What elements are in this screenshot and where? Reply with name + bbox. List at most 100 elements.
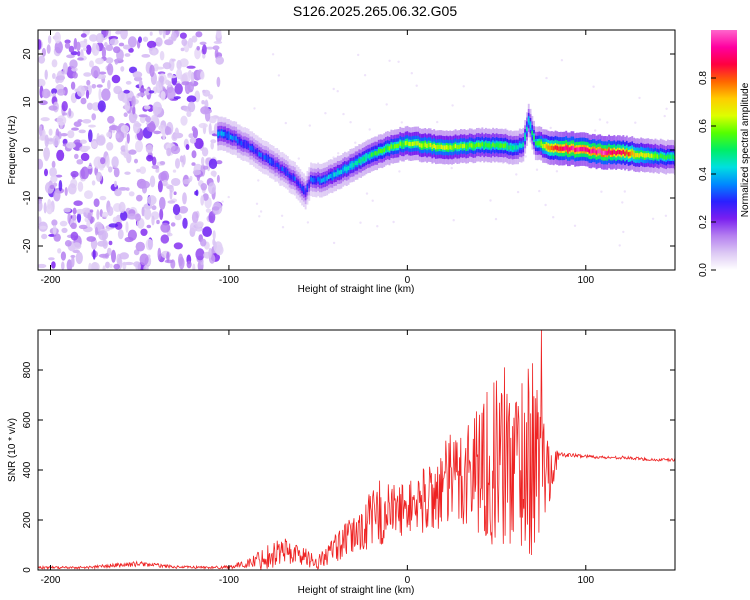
- noise-blob: [123, 89, 130, 94]
- noise-speck: [606, 121, 609, 124]
- noise-speck: [284, 121, 287, 125]
- noise-blob: [97, 100, 106, 112]
- noise-blob: [135, 140, 143, 153]
- noise-blob: [156, 219, 160, 225]
- noise-blob: [114, 180, 117, 188]
- ridge-cell: [609, 150, 612, 155]
- ridge-cell: [417, 141, 420, 146]
- ridge-cell: [492, 142, 494, 147]
- noise-blob: [151, 215, 155, 226]
- noise-blob: [127, 213, 137, 220]
- noise-blob: [178, 206, 189, 214]
- noise-blob: [170, 222, 176, 227]
- ridge-cell: [265, 155, 268, 160]
- ridge-cell: [454, 143, 457, 149]
- ridge-cell: [629, 151, 632, 156]
- noise-blob: [180, 47, 185, 52]
- noise-blob: [120, 125, 130, 133]
- ridge-cell: [663, 154, 666, 160]
- ridge-cell: [233, 135, 236, 141]
- noise-blob: [142, 36, 149, 42]
- noise-blob: [111, 156, 119, 169]
- ridge-cell: [645, 153, 648, 158]
- noise-speck: [515, 173, 518, 176]
- noise-blob: [201, 147, 209, 157]
- ridge-cell: [392, 144, 395, 149]
- spectrogram-heatmap: [38, 30, 675, 270]
- noise-blob: [74, 153, 79, 159]
- noise-speck: [337, 152, 340, 155]
- noise-speck: [255, 202, 259, 205]
- ridge-cell: [606, 150, 609, 156]
- noise-speck: [452, 219, 455, 222]
- noise-blob: [38, 55, 46, 64]
- ridge-cell: [520, 143, 523, 148]
- noise-blob: [71, 256, 75, 268]
- noise-blob: [46, 44, 51, 54]
- noise-speck: [555, 170, 559, 173]
- ridge-cell: [563, 146, 566, 151]
- noise-blob: [212, 206, 220, 211]
- noise-blob: [182, 154, 186, 165]
- ridge-cell: [406, 140, 409, 145]
- noise-blob: [208, 247, 212, 259]
- ridge-cell: [549, 146, 552, 151]
- ridge-cell: [545, 144, 548, 149]
- ridge-cell: [294, 176, 296, 181]
- noise-blob: [160, 234, 170, 244]
- ridge-cell: [642, 152, 644, 158]
- noise-blob: [43, 202, 47, 214]
- ridge-cell: [579, 147, 582, 152]
- ridge-cell: [399, 141, 402, 146]
- ridge-cell: [340, 169, 343, 174]
- noise-blob: [76, 41, 81, 52]
- ridge-cell: [540, 141, 543, 146]
- noise-blob: [159, 50, 165, 61]
- noise-blob: [76, 85, 86, 97]
- ridge-cell: [625, 150, 628, 155]
- noise-blob: [119, 252, 129, 260]
- noise-blob: [66, 54, 75, 59]
- noise-blob: [55, 174, 63, 178]
- spectrogram-x-tick-label: 100: [577, 275, 594, 286]
- noise-blob: [140, 228, 148, 236]
- noise-blob: [47, 35, 52, 44]
- ridge-cell: [247, 143, 250, 148]
- noise-blob: [38, 263, 47, 269]
- noise-blob: [188, 133, 195, 139]
- ridge-cell: [583, 147, 585, 152]
- noise-blob: [102, 211, 109, 218]
- noise-blob: [178, 256, 185, 270]
- ridge-cell: [576, 147, 578, 152]
- noise-blob: [80, 97, 87, 105]
- noise-blob: [176, 59, 182, 70]
- noise-blob: [64, 240, 72, 247]
- noise-blob: [80, 152, 90, 162]
- noise-blob: [186, 95, 197, 103]
- noise-blob: [186, 65, 196, 69]
- ridge-cell: [586, 147, 589, 152]
- noise-blob: [208, 182, 216, 195]
- ridge-cell: [261, 154, 264, 159]
- ridge-cell: [327, 174, 330, 179]
- ridge-cell: [613, 149, 616, 154]
- ridge-cell: [467, 144, 469, 149]
- noise-blob: [122, 262, 127, 266]
- ridge-cell: [267, 156, 270, 161]
- ridge-cell: [559, 146, 562, 151]
- noise-speck: [410, 72, 413, 75]
- ridge-cell: [515, 145, 518, 150]
- ridge-cell: [336, 170, 339, 175]
- noise-blob: [89, 60, 94, 68]
- noise-blob: [172, 204, 181, 216]
- ridge-cell: [447, 145, 450, 150]
- noise-blob: [208, 115, 217, 124]
- noise-blob: [41, 88, 51, 99]
- noise-blob: [164, 126, 172, 135]
- spectrogram-y-axis-label: Frequency (Hz): [7, 116, 18, 185]
- ridge-cell: [518, 143, 521, 148]
- noise-blob: [139, 166, 147, 174]
- noise-blob: [75, 251, 83, 265]
